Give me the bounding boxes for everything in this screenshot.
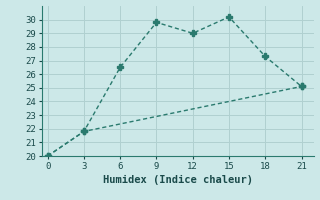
X-axis label: Humidex (Indice chaleur): Humidex (Indice chaleur)	[103, 175, 252, 185]
